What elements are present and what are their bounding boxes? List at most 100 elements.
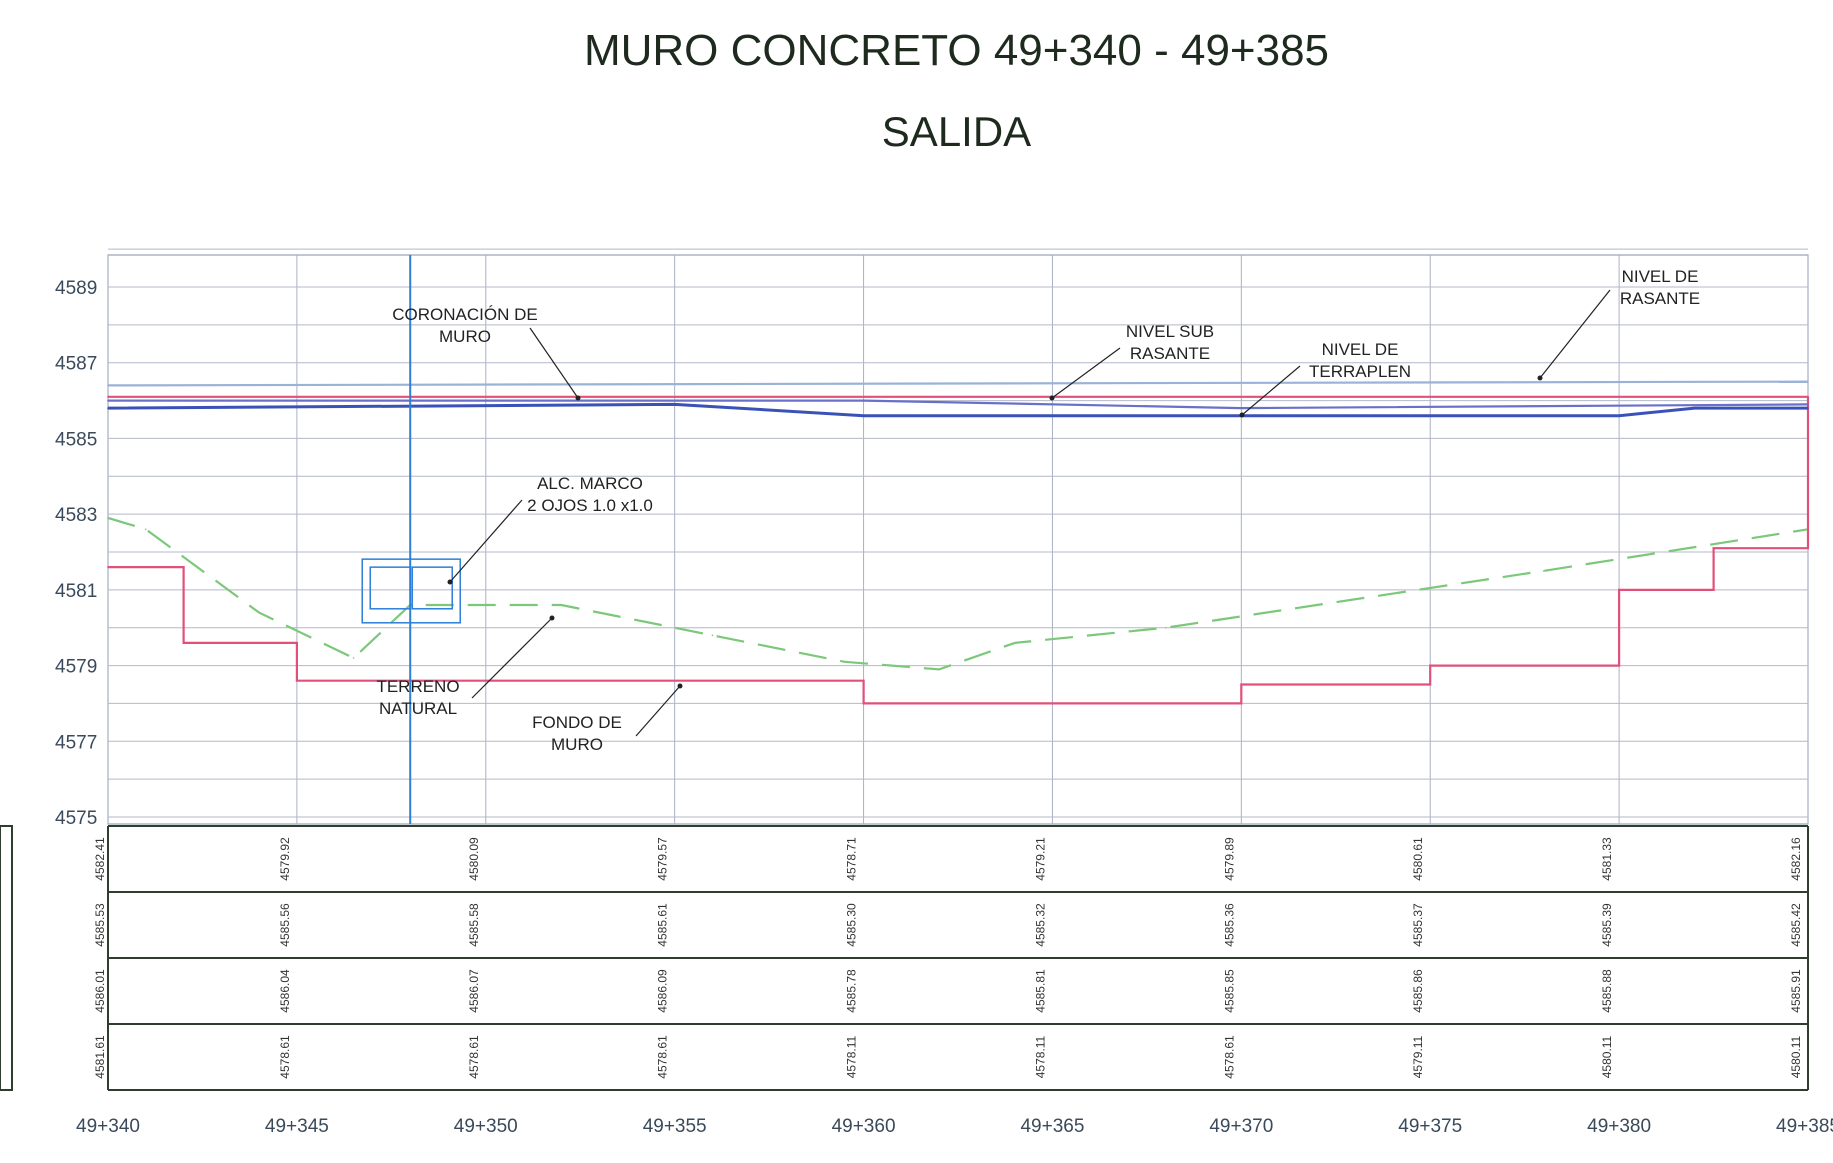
- series-point-subrasante: [1618, 414, 1620, 417]
- series-point-terreno: [711, 634, 714, 637]
- series-point-fondo: [107, 566, 109, 568]
- table-cell: 4579.57: [656, 837, 670, 881]
- y-tick-label: 4585: [55, 429, 97, 450]
- series-line-terreno: [107, 516, 1809, 671]
- table-cell: 4582.41: [93, 837, 107, 881]
- series-point-fondo: [296, 679, 298, 682]
- series-point-terreno: [1542, 570, 1545, 572]
- series-point-terreno: [1164, 626, 1167, 629]
- table-cell: 4585.53: [93, 903, 107, 947]
- annotation-arrowhead: [1537, 375, 1543, 381]
- table-cell: 4585.39: [1600, 903, 1614, 947]
- culvert-cell-right: [411, 566, 453, 610]
- table-cell: 4585.56: [278, 903, 292, 947]
- annotation-leader: [449, 499, 523, 583]
- table-cell: 4586.01: [93, 969, 107, 1013]
- table-cell: 4585.42: [1789, 903, 1803, 947]
- y-tick-label: 4583: [55, 505, 97, 526]
- y-tick-label: 4587: [55, 354, 97, 375]
- x-tick-label: 49+385: [1776, 1116, 1833, 1137]
- annotation-label: TERRENO: [376, 677, 459, 696]
- chart-subtitle: SALIDA: [881, 108, 1032, 155]
- series-point-fondo: [1429, 664, 1432, 667]
- table-cell: 4578.61: [467, 1035, 481, 1079]
- table-cell: 4581.61: [93, 1035, 107, 1079]
- series-point-terreno: [144, 528, 147, 531]
- series-point-fondo: [296, 642, 298, 644]
- table-cell: 4585.81: [1033, 969, 1047, 1013]
- series-point-corona: [1807, 395, 1809, 398]
- annotation-label: NATURAL: [379, 699, 457, 718]
- table-cell: 4579.11: [1411, 1035, 1425, 1078]
- series-point-fondo: [862, 702, 865, 705]
- table-cell: 4580.09: [467, 837, 481, 881]
- series-point-terreno: [107, 517, 109, 519]
- series-point-fondo: [182, 566, 185, 568]
- table-cell: 4578.61: [1222, 1035, 1236, 1079]
- table-cell: 4580.61: [1411, 837, 1425, 881]
- x-tick-label: 49+355: [643, 1116, 707, 1137]
- culvert-cell-left: [369, 566, 411, 610]
- series-point-terreno: [258, 611, 260, 614]
- table-cell: 4585.86: [1411, 969, 1425, 1013]
- series-point-terreno: [843, 660, 846, 663]
- table-cell: 4579.21: [1033, 837, 1047, 881]
- annotation-arrowhead: [575, 395, 581, 401]
- table-cell: 4578.71: [845, 837, 859, 881]
- culvert-outer-box: [361, 558, 461, 624]
- annotation-label: NIVEL DE: [1622, 267, 1699, 286]
- annotation-arrowhead: [1049, 395, 1055, 401]
- series-point-fondo: [862, 679, 865, 682]
- annotation-label: NIVEL SUB: [1126, 322, 1214, 341]
- table-cell: 4585.61: [656, 903, 670, 947]
- series-line-fondo: [108, 396, 1810, 705]
- series-point-rasante: [1807, 380, 1809, 383]
- series-point-fondo: [1807, 547, 1809, 550]
- series-point-fondo: [1618, 664, 1620, 667]
- series-point-terreno: [560, 604, 563, 606]
- series-point-terraplen: [107, 399, 109, 402]
- y-tick-label: 4577: [55, 732, 97, 753]
- chart-title: MURO CONCRETO 49+340 - 49+385: [583, 26, 1330, 75]
- annotation-leader: [635, 685, 681, 737]
- series-point-subrasante: [1807, 407, 1809, 409]
- table-cell: 4585.36: [1222, 903, 1236, 947]
- x-tick-label: 49+345: [265, 1116, 329, 1137]
- annotation-arrowhead: [447, 579, 453, 585]
- annotation-label: FONDO DE: [532, 713, 622, 732]
- series-point-fondo: [1712, 589, 1715, 591]
- series-line-terraplen: [108, 399, 1809, 410]
- x-tick-label: 49+370: [1209, 1116, 1273, 1137]
- plot-frame: [107, 254, 1809, 825]
- table-cell: 4585.32: [1033, 903, 1047, 947]
- series-point-corona: [862, 395, 865, 398]
- table-cell: 4585.91: [1789, 969, 1803, 1013]
- series-point-subrasante: [1693, 407, 1696, 409]
- y-tick-label: 4575: [55, 808, 97, 829]
- series-point-subrasante: [673, 403, 676, 406]
- annotation-arrowhead: [1239, 412, 1245, 418]
- series-line-rasante: [107, 380, 1809, 387]
- table-cell: 4585.88: [1600, 969, 1614, 1013]
- table-cell: 4585.78: [845, 969, 859, 1013]
- table-legend-stub: [0, 825, 13, 1091]
- x-tick-label: 49+380: [1587, 1116, 1651, 1137]
- y-tick-label: 4581: [55, 581, 97, 602]
- annotation-arrowhead: [677, 683, 683, 689]
- x-tick-label: 49+340: [76, 1116, 140, 1137]
- annotation-leader: [471, 617, 553, 699]
- series-point-subrasante: [107, 407, 109, 409]
- y-tick-label: 4589: [55, 278, 97, 299]
- x-tick-label: 49+350: [454, 1116, 518, 1137]
- table-cell: 4586.07: [467, 969, 481, 1013]
- annotation-leader: [529, 327, 579, 399]
- table-cell: 4578.11: [1033, 1035, 1047, 1078]
- annotation-leader: [1539, 289, 1611, 379]
- annotation-label: MURO: [551, 735, 603, 754]
- series-point-terraplen: [1807, 403, 1809, 406]
- annotation-leader: [1241, 365, 1301, 416]
- table-cell: 4579.92: [278, 837, 292, 881]
- series-point-corona: [107, 395, 109, 398]
- series-point-fondo: [1429, 683, 1432, 686]
